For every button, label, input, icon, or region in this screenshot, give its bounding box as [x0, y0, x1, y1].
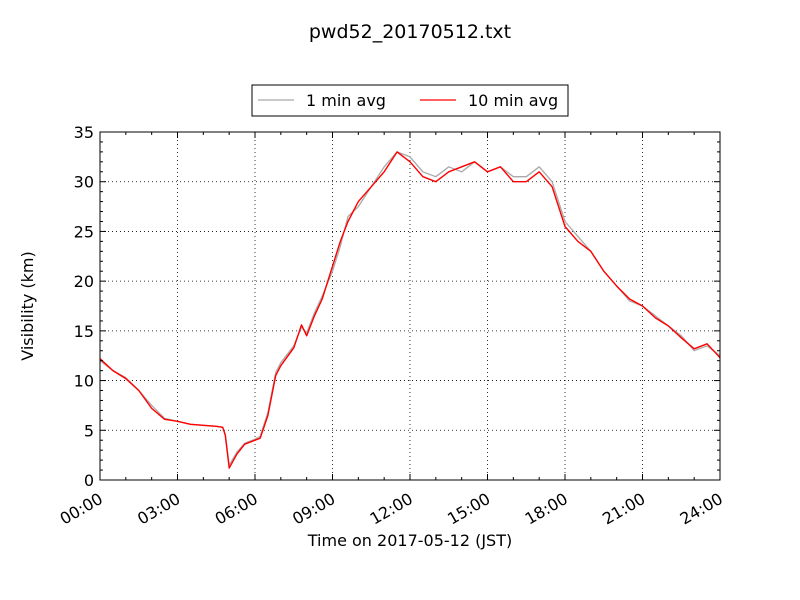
legend: 1 min avg 10 min avg — [251, 84, 569, 117]
y-tick-label: 25 — [74, 222, 94, 241]
y-tick-label: 0 — [84, 471, 94, 490]
x-tick-label: 15:00 — [444, 489, 493, 529]
y-tick-label: 15 — [74, 322, 94, 341]
y-tick-label: 5 — [84, 421, 94, 440]
y-tick-label: 20 — [74, 272, 94, 291]
series-line-10min-avg — [99, 151, 721, 469]
x-tick-label: 24:00 — [677, 489, 726, 529]
x-tick-label: 03:00 — [134, 489, 183, 529]
x-tick-label: 00:00 — [57, 489, 106, 529]
x-tick-label: 09:00 — [289, 489, 338, 529]
series-layer — [99, 151, 721, 469]
grid-lines — [100, 132, 720, 480]
legend-label-1min: 1 min avg — [306, 91, 386, 110]
legend-label-10min: 10 min avg — [468, 91, 558, 110]
y-tick-label: 10 — [74, 372, 94, 391]
y-axis-label: Visibility (km) — [18, 251, 37, 360]
y-tick-label: 35 — [74, 123, 94, 142]
x-tick-label: 18:00 — [522, 489, 571, 529]
legend-box — [251, 84, 569, 117]
x-tick-label: 12:00 — [367, 489, 416, 529]
x-tick-label: 21:00 — [599, 489, 648, 529]
chart-title: pwd52_20170512.txt — [309, 21, 511, 43]
x-axis-label: Time on 2017-05-12 (JST) — [307, 531, 512, 550]
x-tick-label: 06:00 — [212, 489, 261, 529]
ticks: 00:00 03:00 06:00 09:00 12:00 15:00 18:00 21:00… — [57, 123, 726, 529]
y-tick-label: 30 — [74, 173, 94, 192]
